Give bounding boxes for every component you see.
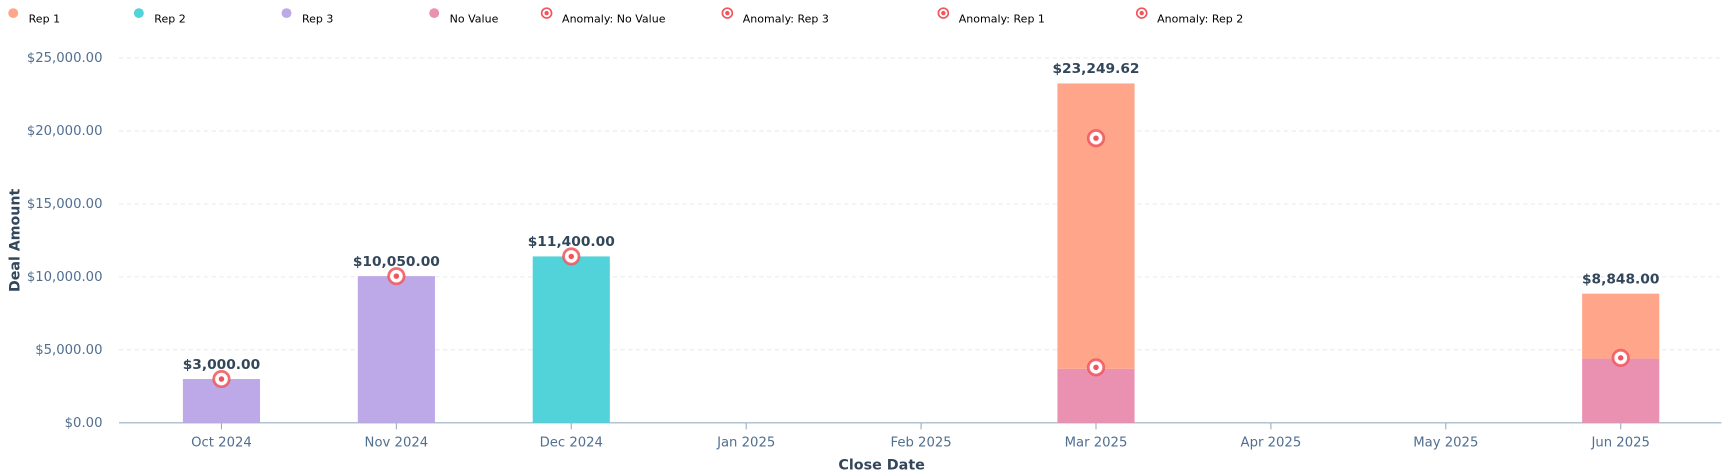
anomaly-marker-dot (393, 273, 400, 279)
legend-label: Anomaly: No Value (562, 13, 666, 26)
legend-marker-dot (544, 10, 549, 16)
legend-marker (429, 8, 440, 19)
anomaly-marker-dot (1617, 355, 1624, 361)
legend-marker (281, 8, 292, 19)
x-tick-label: Dec 2024 (540, 436, 603, 451)
y-tick-label: $15,000.00 (27, 197, 103, 212)
total-label: $8,848.00 (1582, 272, 1659, 288)
legend-marker (133, 8, 144, 19)
y-axis-title: Deal Amount (7, 189, 23, 292)
legend-label: Anomaly: Rep 3 (743, 13, 829, 26)
bar-segment (532, 256, 610, 423)
x-tick-label: Nov 2024 (365, 436, 429, 451)
x-tick-label: May 2025 (1413, 436, 1478, 451)
y-tick-label: $0.00 (65, 416, 103, 431)
legend-label: No Value (450, 13, 499, 26)
anomaly-marker-dot (1093, 364, 1099, 371)
anomaly-marker-dot (1093, 135, 1099, 141)
x-tick-label: Mar 2025 (1065, 436, 1128, 451)
y-tick-label: $5,000.00 (35, 343, 102, 358)
bar-segment (357, 276, 435, 423)
bar-segment (1057, 368, 1135, 423)
legend-label: Rep 3 (302, 13, 333, 26)
x-tick-label: Apr 2025 (1241, 436, 1302, 451)
legend-label: Anomaly: Rep 1 (959, 13, 1045, 26)
bar-segment (1582, 358, 1660, 423)
anomaly-marker-dot (218, 376, 225, 382)
legend-marker-dot (1139, 10, 1144, 16)
total-label: $11,400.00 (528, 234, 615, 250)
y-tick-label: $20,000.00 (27, 124, 103, 139)
y-tick-label: $25,000.00 (27, 51, 103, 66)
x-tick-label: Feb 2025 (890, 436, 951, 451)
legend-marker (8, 8, 19, 19)
total-label: $3,000.00 (183, 357, 260, 373)
x-tick-label: Jan 2025 (716, 436, 775, 451)
legend-marker-dot (941, 10, 946, 16)
legend-label: Anomaly: Rep 2 (1157, 13, 1243, 26)
bar-segment (1582, 293, 1660, 359)
legend-label: Rep 1 (29, 13, 60, 26)
bar-segment (1057, 83, 1135, 369)
x-tick-label: Oct 2024 (191, 436, 252, 451)
y-tick-label: $10,000.00 (27, 270, 103, 285)
legend-marker-dot (725, 10, 730, 16)
x-tick-label: Jun 2025 (1590, 436, 1649, 451)
x-axis-title: Close Date (838, 457, 925, 472)
anomaly-marker-dot (568, 253, 575, 260)
total-label: $23,249.62 (1052, 61, 1139, 77)
legend-label: Rep 2 (154, 13, 185, 26)
total-label: $10,050.00 (353, 254, 440, 270)
